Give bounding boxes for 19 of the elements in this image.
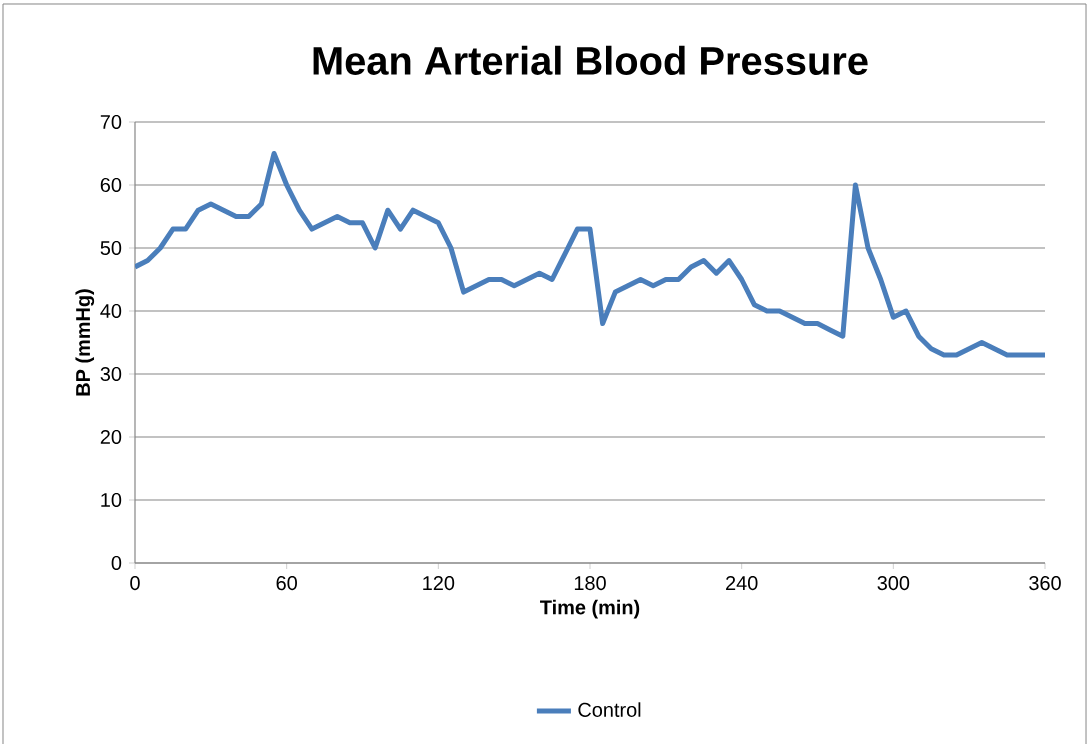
y-tick-label: 40 [100, 303, 122, 319]
x-tick-label: 120 [423, 576, 455, 591]
y-axis-title: BP (mmHg) [75, 289, 95, 396]
y-tick-label: 0 [111, 555, 122, 571]
y-tick-label: 30 [100, 366, 122, 382]
x-tick-label: 180 [574, 576, 606, 591]
x-tick-label: 360 [1029, 576, 1061, 591]
legend-label: Control [578, 702, 641, 717]
y-tick-label: 70 [100, 114, 122, 130]
x-tick-label: 60 [276, 576, 297, 591]
x-tick-label: 240 [726, 576, 758, 591]
x-tick-label: 0 [130, 576, 140, 591]
x-axis-title: Time (min) [540, 599, 640, 619]
y-tick-label: 20 [100, 429, 122, 445]
x-tick-label: 300 [877, 576, 910, 591]
chart-title: Mean Arterial Blood Pressure [313, 45, 868, 75]
y-tick-label: 60 [100, 177, 122, 193]
y-tick-label: 10 [101, 492, 122, 508]
y-tick-label: 50 [100, 240, 122, 256]
